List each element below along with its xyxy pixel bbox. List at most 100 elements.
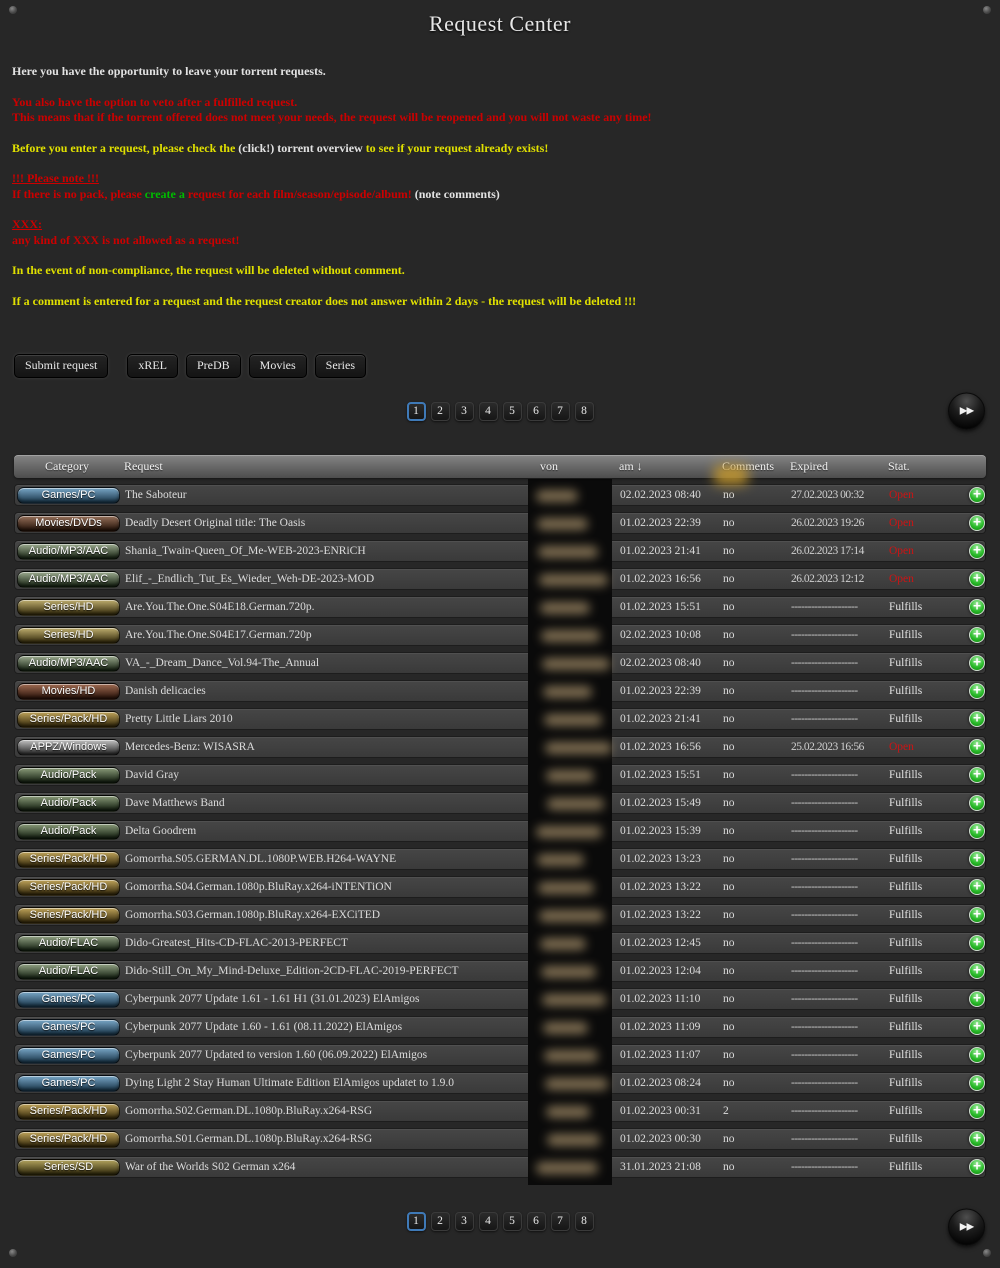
request-title[interactable]: Danish delicacies <box>125 685 206 697</box>
add-request-icon[interactable]: + <box>969 907 985 923</box>
category-badge[interactable]: Games/PC <box>17 1046 120 1064</box>
page-button-5[interactable]: 5 <box>502 401 522 421</box>
category-badge[interactable]: Series/Pack/HD <box>17 878 120 896</box>
category-badge[interactable]: APPZ/Windows <box>17 738 120 756</box>
request-title[interactable]: Deadly Desert Original title: The Oasis <box>125 517 306 529</box>
fast-forward-button[interactable]: ▶▶ <box>948 1208 985 1246</box>
page-button-7[interactable]: 7 <box>550 401 570 421</box>
request-title[interactable]: Elif_-_Endlich_Tut_Es_Wieder_Weh-DE-2023… <box>125 573 375 585</box>
add-request-icon[interactable]: + <box>969 991 985 1007</box>
category-badge[interactable]: Games/PC <box>17 1018 120 1036</box>
category-badge[interactable]: Series/HD <box>17 626 120 644</box>
page-button-1[interactable]: 1 <box>406 1211 426 1231</box>
add-request-icon[interactable]: + <box>969 879 985 895</box>
submit-request-button[interactable]: Submit request <box>14 354 109 378</box>
category-badge[interactable]: Audio/MP3/AAC <box>17 542 120 560</box>
request-title[interactable]: Dido-Still_On_My_Mind-Deluxe_Edition-2CD… <box>125 965 459 977</box>
category-badge[interactable]: Series/Pack/HD <box>17 850 120 868</box>
add-request-icon[interactable]: + <box>969 487 985 503</box>
page-button-2[interactable]: 2 <box>430 1211 450 1231</box>
page-button-5[interactable]: 5 <box>502 1211 522 1231</box>
add-request-icon[interactable]: + <box>969 515 985 531</box>
category-badge[interactable]: Series/Pack/HD <box>17 906 120 924</box>
add-request-icon[interactable]: + <box>969 1131 985 1147</box>
page-button-4[interactable]: 4 <box>478 401 498 421</box>
request-title[interactable]: Pretty Little Liars 2010 <box>125 713 233 725</box>
add-request-icon[interactable]: + <box>969 571 985 587</box>
add-request-icon[interactable]: + <box>969 543 985 559</box>
filter-button-series[interactable]: Series <box>314 354 366 378</box>
page-button-6[interactable]: 6 <box>526 1211 546 1231</box>
fast-forward-button[interactable]: ▶▶ <box>948 392 985 430</box>
add-request-icon[interactable]: + <box>969 1075 985 1091</box>
category-badge[interactable]: Audio/FLAC <box>17 962 120 980</box>
request-title[interactable]: Cyberpunk 2077 Update 1.60 - 1.61 (08.11… <box>125 1021 403 1033</box>
request-title[interactable]: VA_-_Dream_Dance_Vol.94-The_Annual <box>125 657 320 669</box>
category-badge[interactable]: Audio/MP3/AAC <box>17 654 120 672</box>
add-request-icon[interactable]: + <box>969 599 985 615</box>
request-title[interactable]: Delta Goodrem <box>125 825 197 837</box>
category-badge[interactable]: Series/HD <box>17 598 120 616</box>
request-title[interactable]: Gomorrha.S04.German.1080p.BluRay.x264-iN… <box>125 881 392 893</box>
add-request-icon[interactable]: + <box>969 655 985 671</box>
add-request-icon[interactable]: + <box>969 1159 985 1175</box>
filter-button-movies[interactable]: Movies <box>248 354 307 378</box>
filter-button-xrel[interactable]: xREL <box>127 354 178 378</box>
request-title[interactable]: Gomorrha.S05.GERMAN.DL.1080P.WEB.H264-WA… <box>125 853 397 865</box>
page-button-2[interactable]: 2 <box>430 401 450 421</box>
add-request-icon[interactable]: + <box>969 627 985 643</box>
request-title[interactable]: Mercedes-Benz: WISASRA <box>125 741 255 753</box>
column-header-request[interactable]: Request <box>124 459 163 473</box>
category-badge[interactable]: Series/SD <box>17 1158 120 1176</box>
request-title[interactable]: David Gray <box>125 769 179 781</box>
page-button-3[interactable]: 3 <box>454 1211 474 1231</box>
request-title[interactable]: Cyberpunk 2077 Updated to version 1.60 (… <box>125 1049 428 1061</box>
category-badge[interactable]: Games/PC <box>17 486 120 504</box>
category-badge[interactable]: Series/Pack/HD <box>17 1130 120 1148</box>
category-badge[interactable]: Games/PC <box>17 990 120 1008</box>
category-badge[interactable]: Movies/HD <box>17 682 120 700</box>
request-title[interactable]: Cyberpunk 2077 Update 1.61 - 1.61 H1 (31… <box>125 993 420 1005</box>
request-title[interactable]: War of the Worlds S02 German x264 <box>125 1161 296 1173</box>
add-request-icon[interactable]: + <box>969 1103 985 1119</box>
request-title[interactable]: Are.You.The.One.S04E17.German.720p <box>125 629 312 641</box>
add-request-icon[interactable]: + <box>969 683 985 699</box>
category-badge[interactable]: Audio/MP3/AAC <box>17 570 120 588</box>
page-button-7[interactable]: 7 <box>550 1211 570 1231</box>
request-title[interactable]: Gomorrha.S03.German.1080p.BluRay.x264-EX… <box>125 909 381 921</box>
category-badge[interactable]: Audio/Pack <box>17 766 120 784</box>
category-badge[interactable]: Series/Pack/HD <box>17 710 120 728</box>
category-badge[interactable]: Games/PC <box>17 1074 120 1092</box>
request-title[interactable]: Dying Light 2 Stay Human Ultimate Editio… <box>125 1077 454 1089</box>
request-title[interactable]: Shania_Twain-Queen_Of_Me-WEB-2023-ENRiCH <box>125 545 366 557</box>
page-button-3[interactable]: 3 <box>454 401 474 421</box>
column-header-expired[interactable]: Expired <box>790 459 828 473</box>
add-request-icon[interactable]: + <box>969 795 985 811</box>
request-title[interactable]: Dido-Greatest_Hits-CD-FLAC-2013-PERFECT <box>125 937 348 949</box>
page-button-1[interactable]: 1 <box>406 401 426 421</box>
add-request-icon[interactable]: + <box>969 935 985 951</box>
category-badge[interactable]: Series/Pack/HD <box>17 1102 120 1120</box>
add-request-icon[interactable]: + <box>969 767 985 783</box>
add-request-icon[interactable]: + <box>969 711 985 727</box>
column-header-stat[interactable]: Stat. <box>888 459 910 473</box>
request-title[interactable]: The Saboteur <box>125 489 187 501</box>
request-title[interactable]: Dave Matthews Band <box>125 797 225 809</box>
column-header-am-sorted[interactable]: am ↓ <box>619 459 643 473</box>
category-badge[interactable]: Audio/FLAC <box>17 934 120 952</box>
add-request-icon[interactable]: + <box>969 851 985 867</box>
page-button-4[interactable]: 4 <box>478 1211 498 1231</box>
category-badge[interactable]: Audio/Pack <box>17 794 120 812</box>
request-title[interactable]: Are.You.The.One.S04E18.German.720p. <box>125 601 315 613</box>
request-title[interactable]: Gomorrha.S01.German.DL.1080p.BluRay.x264… <box>125 1133 373 1145</box>
column-header-category[interactable]: Category <box>45 459 89 473</box>
page-button-8[interactable]: 8 <box>574 401 594 421</box>
add-request-icon[interactable]: + <box>969 963 985 979</box>
filter-button-predb[interactable]: PreDB <box>186 354 241 378</box>
request-title[interactable]: Gomorrha.S02.German.DL.1080p.BluRay.x264… <box>125 1105 373 1117</box>
page-button-8[interactable]: 8 <box>574 1211 594 1231</box>
category-badge[interactable]: Movies/DVDs <box>17 514 120 532</box>
column-header-von[interactable]: von <box>540 459 558 473</box>
add-request-icon[interactable]: + <box>969 739 985 755</box>
add-request-icon[interactable]: + <box>969 823 985 839</box>
